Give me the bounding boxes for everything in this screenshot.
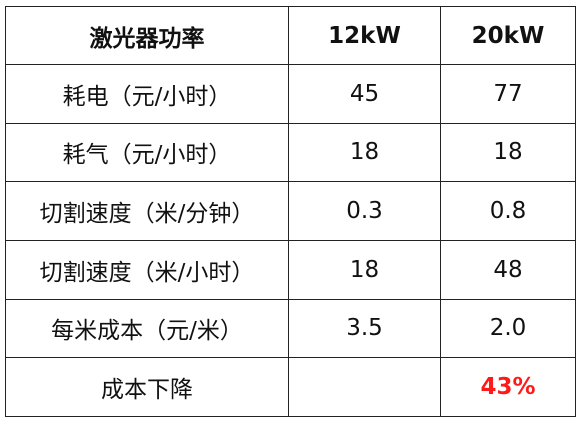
table-cell: 成本下降 bbox=[5, 357, 289, 417]
table-cell: 0.8 bbox=[440, 181, 576, 241]
table-row: 成本下降 43% bbox=[5, 357, 576, 417]
table-cell: 耗电（元/小时） bbox=[5, 64, 289, 124]
table-cell: 2.0 bbox=[440, 298, 576, 359]
table-cell: 切割速度（米/小时） bbox=[5, 239, 289, 300]
table-cell: 18 bbox=[440, 122, 576, 183]
table-cell bbox=[288, 357, 441, 417]
table-cell: 48 bbox=[440, 239, 576, 300]
cost-table: 激光器功率 12kW 20kW 耗电（元/小时） 45 77 耗气（元/小时） 18 18… bbox=[5, 6, 576, 417]
table-row: 耗电（元/小时） 45 77 bbox=[5, 64, 576, 124]
header-row: 激光器功率 12kW 20kW bbox=[5, 6, 576, 65]
table-row: 每米成本（元/米） 3.5 2.0 bbox=[5, 298, 576, 359]
table-row: 切割速度（米/分钟） 0.3 0.8 bbox=[5, 181, 576, 241]
table-cell: 18 bbox=[288, 122, 441, 183]
table-cell: 18 bbox=[288, 239, 441, 300]
table-cell: 耗气（元/小时） bbox=[5, 122, 289, 183]
table-row: 耗气（元/小时） 18 18 bbox=[5, 122, 576, 183]
table-cell: 3.5 bbox=[288, 298, 441, 359]
header-cell: 20kW bbox=[440, 6, 576, 65]
table-cell: 77 bbox=[440, 64, 576, 124]
table-body: 耗电（元/小时） 45 77 耗气（元/小时） 18 18 切割速度（米/分钟） 0.3 0.8… bbox=[5, 64, 576, 417]
header-cell: 12kW bbox=[288, 6, 441, 65]
table-cell: 切割速度（米/分钟） bbox=[5, 181, 289, 241]
table-head: 激光器功率 12kW 20kW bbox=[5, 6, 576, 65]
table-row: 切割速度（米/小时） 18 48 bbox=[5, 239, 576, 300]
table-cell: 45 bbox=[288, 64, 441, 124]
table-cell: 每米成本（元/米） bbox=[5, 298, 289, 359]
header-cell: 激光器功率 bbox=[5, 6, 289, 65]
table-cell: 0.3 bbox=[288, 181, 441, 241]
table-cell: 43% bbox=[440, 357, 576, 417]
